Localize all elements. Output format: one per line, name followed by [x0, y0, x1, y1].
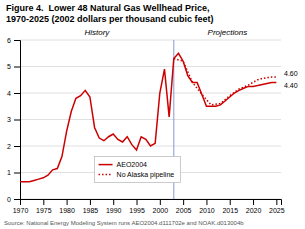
grid-line: [20, 119, 281, 120]
subtitle: 1970-2025 (2002 dollars per thousand cub…: [6, 14, 214, 24]
tick-mark: [14, 67, 20, 68]
chart: Figure 4. Lower 48 Natural Gas Wellhead …: [0, 0, 305, 229]
tick-mark: [113, 199, 114, 205]
tick-mark: [160, 199, 161, 205]
tick: 0: [7, 196, 20, 203]
tick-mark: [43, 199, 44, 205]
tick-mark: [14, 40, 20, 41]
tick-mark: [230, 199, 231, 205]
section-label: History: [84, 28, 110, 37]
tick: 1985: [83, 199, 99, 214]
tick: 3: [7, 116, 20, 123]
tick: 1975: [36, 199, 52, 214]
tick: 5: [7, 63, 20, 70]
legend-box: [95, 157, 181, 183]
grid-line: [20, 93, 281, 94]
tick: 2025: [269, 199, 285, 214]
tick: 1995: [129, 199, 145, 214]
tick-mark: [206, 199, 207, 205]
tick: 2010: [199, 199, 215, 214]
tick-label: 1980: [59, 207, 75, 214]
tick-mark: [14, 199, 20, 200]
tick-label: 2025: [269, 207, 285, 214]
tick-label: 2015: [222, 207, 238, 214]
tick-mark: [137, 199, 138, 205]
tick: 2000: [153, 199, 169, 214]
legend-label: No Alaska pipeline: [117, 171, 175, 179]
tick-label: 1: [7, 169, 11, 176]
grid-line: [20, 66, 281, 67]
tick-label: 4: [7, 90, 11, 97]
tick-mark: [14, 93, 20, 94]
tick-mark: [183, 199, 184, 205]
tick: 1990: [106, 199, 122, 214]
series-line: [174, 59, 277, 105]
tick: 4: [7, 90, 20, 97]
tick-label: 1970: [13, 207, 29, 214]
tick-label: 5: [7, 63, 11, 70]
tick-label: 2000: [153, 207, 169, 214]
tick-mark: [14, 120, 20, 121]
grid: [20, 40, 281, 199]
axis-line: [21, 200, 282, 206]
tick-label: 2020: [246, 207, 262, 214]
tick-label: 2005: [176, 207, 192, 214]
title: Figure 4. Lower 48 Natural Gas Wellhead …: [6, 3, 209, 13]
tick-label: 1990: [106, 207, 122, 214]
end-label: 4.60: [284, 70, 298, 77]
plot-area: [20, 40, 276, 199]
tick: 2015: [222, 199, 238, 214]
tick: 1980: [59, 199, 75, 214]
tick: 2: [7, 143, 20, 150]
tick-mark: [276, 199, 277, 205]
tick-mark: [67, 199, 68, 205]
tick-label: 1985: [83, 207, 99, 214]
series-line: [20, 53, 276, 182]
section-label: Projections: [208, 28, 248, 37]
tick-label: 1995: [129, 207, 145, 214]
tick-mark: [90, 199, 91, 205]
tick-label: 0: [7, 196, 11, 203]
tick-mark: [14, 173, 20, 174]
legend-label: AEO2004: [117, 161, 147, 168]
tick-label: 2: [7, 143, 11, 150]
tick-label: 1975: [36, 207, 52, 214]
tick-label: 3: [7, 116, 11, 123]
x-axis: 1970 1975 1980 1985 1990 1995 2000 2005 2010 2015…: [13, 199, 285, 214]
tick: 1970: [13, 199, 29, 214]
tick-label: 6: [7, 37, 11, 44]
legend: AEO2004 No Alaska pipeline: [95, 157, 181, 183]
tick: 2005: [176, 199, 192, 214]
tick: 2020: [246, 199, 262, 214]
grid-line: [20, 40, 281, 41]
tick: 6: [7, 37, 20, 44]
tick-mark: [14, 146, 20, 147]
axis-line: [14, 41, 21, 200]
tick-label: 2010: [199, 207, 215, 214]
tick-mark: [253, 199, 254, 205]
tick: 1: [7, 169, 20, 176]
end-label: 4.40: [284, 82, 298, 89]
y-axis: 0 1 2 3 4 5 6: [7, 37, 20, 203]
legend-swatch: [99, 164, 113, 166]
source: Source: National Energy Modeling System …: [4, 220, 244, 226]
legend-swatch: [99, 174, 113, 176]
